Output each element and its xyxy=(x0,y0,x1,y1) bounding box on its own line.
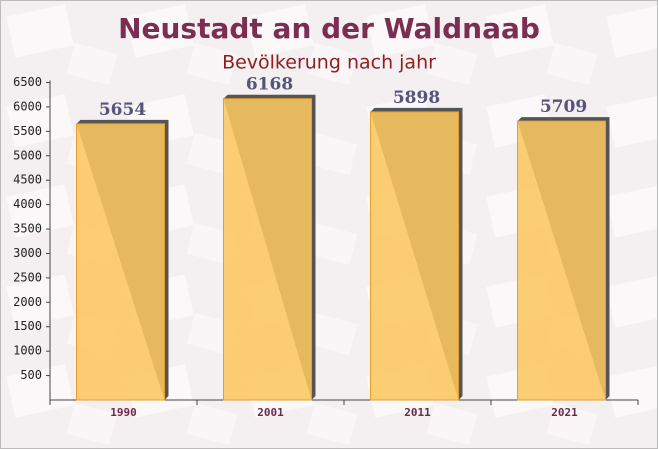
value-label: 5654 xyxy=(99,100,146,120)
y-tick-label: 500 xyxy=(20,368,42,382)
bar xyxy=(370,111,459,401)
bar xyxy=(223,98,312,401)
y-tick-label: 2500 xyxy=(13,270,42,284)
bar xyxy=(517,120,606,401)
y-tick-label: 5500 xyxy=(13,124,42,138)
chart-title: Neustadt an der Waldnaab xyxy=(118,12,540,45)
y-tick-label: 3000 xyxy=(13,246,42,260)
value-label: 5898 xyxy=(393,88,440,108)
x-tick-label: 1990 xyxy=(110,406,137,419)
y-tick-label: 4500 xyxy=(13,173,42,187)
x-tick-label: 2001 xyxy=(257,406,284,419)
bar xyxy=(76,123,165,401)
value-label: 5709 xyxy=(540,97,587,117)
y-tick-label: 6500 xyxy=(13,75,42,89)
chart-subtitle: Bevölkerung nach jahr xyxy=(222,52,436,74)
value-label: 6168 xyxy=(246,75,293,95)
y-tick-label: 6000 xyxy=(13,99,42,113)
y-tick-label: 1000 xyxy=(13,344,42,358)
y-tick-label: 2000 xyxy=(13,295,42,309)
y-tick-label: 1500 xyxy=(13,319,42,333)
x-tick-label: 2011 xyxy=(404,406,431,419)
y-tick-label: 4000 xyxy=(13,197,42,211)
x-tick-label: 2021 xyxy=(551,406,578,419)
y-tick-label: 3500 xyxy=(13,222,42,236)
y-tick-label: 5000 xyxy=(13,148,42,162)
